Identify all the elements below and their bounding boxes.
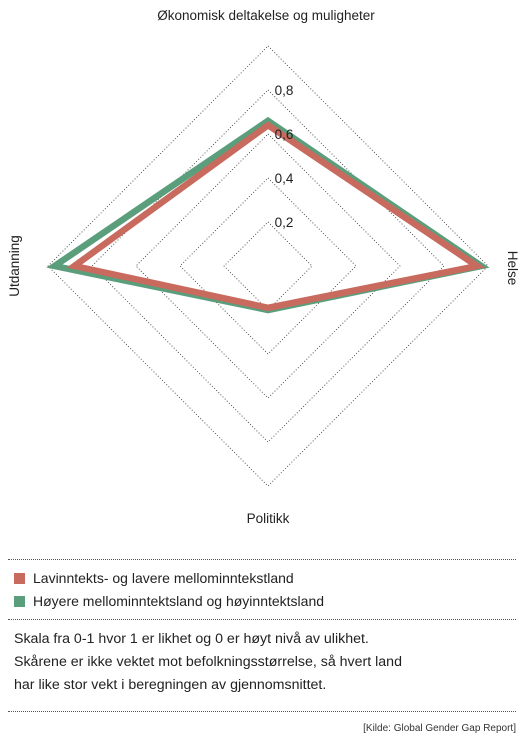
grid-ring [47, 45, 489, 487]
legend-swatch-low [14, 572, 25, 584]
tick-label: 0,4 [275, 171, 294, 186]
divider-bottom [8, 711, 516, 712]
legend-item-high: Høyere mellominntektsland og høyinntekts… [14, 593, 324, 609]
grid-ring [91, 89, 445, 443]
tick-label: 0,8 [275, 83, 294, 98]
axis-title-right: Helse [505, 251, 520, 286]
axis-title-top: Økonomisk deltakelse og muligheter [157, 8, 375, 23]
radar-tick-labels: 0,2 0,4 0,6 0,8 [275, 83, 294, 230]
axis-title-bottom: Politikk [247, 511, 290, 526]
grid-ring [179, 177, 357, 355]
note-line: Skårene er ikke vektet mot befolkningsst… [14, 654, 402, 670]
note-line: Skala fra 0-1 hvor 1 er likhet og 0 er h… [14, 631, 369, 647]
grid-ring [223, 221, 313, 311]
legend-label-high: Høyere mellominntektsland og høyinntekts… [33, 593, 325, 609]
radar-grid [47, 45, 489, 487]
divider-top [8, 559, 516, 560]
tick-label: 0,2 [275, 215, 294, 230]
legend-item-low: Lavinntekts- og lavere mellominntekstlan… [14, 570, 294, 586]
axis-title-left: Utdanning [7, 235, 22, 297]
radar-chart: 0,2 0,4 0,6 0,8 Økonomisk deltakelse og mul… [7, 8, 520, 526]
radar-series [46, 116, 490, 314]
source-citation: [Kilde: Global Gender Gap Report] [363, 723, 516, 734]
legend-swatch-high [14, 595, 25, 607]
series-line-high-income [46, 116, 490, 314]
grid-ring [135, 133, 401, 399]
note-line: har like stor vekt i beregningen av gjen… [14, 677, 327, 693]
legend-label-low: Lavinntekts- og lavere mellominntekstlan… [33, 570, 294, 586]
scale-note: Skala fra 0-1 hvor 1 er likhet og 0 er h… [14, 628, 504, 697]
divider-middle [8, 619, 516, 620]
tick-label: 0,6 [275, 127, 294, 142]
